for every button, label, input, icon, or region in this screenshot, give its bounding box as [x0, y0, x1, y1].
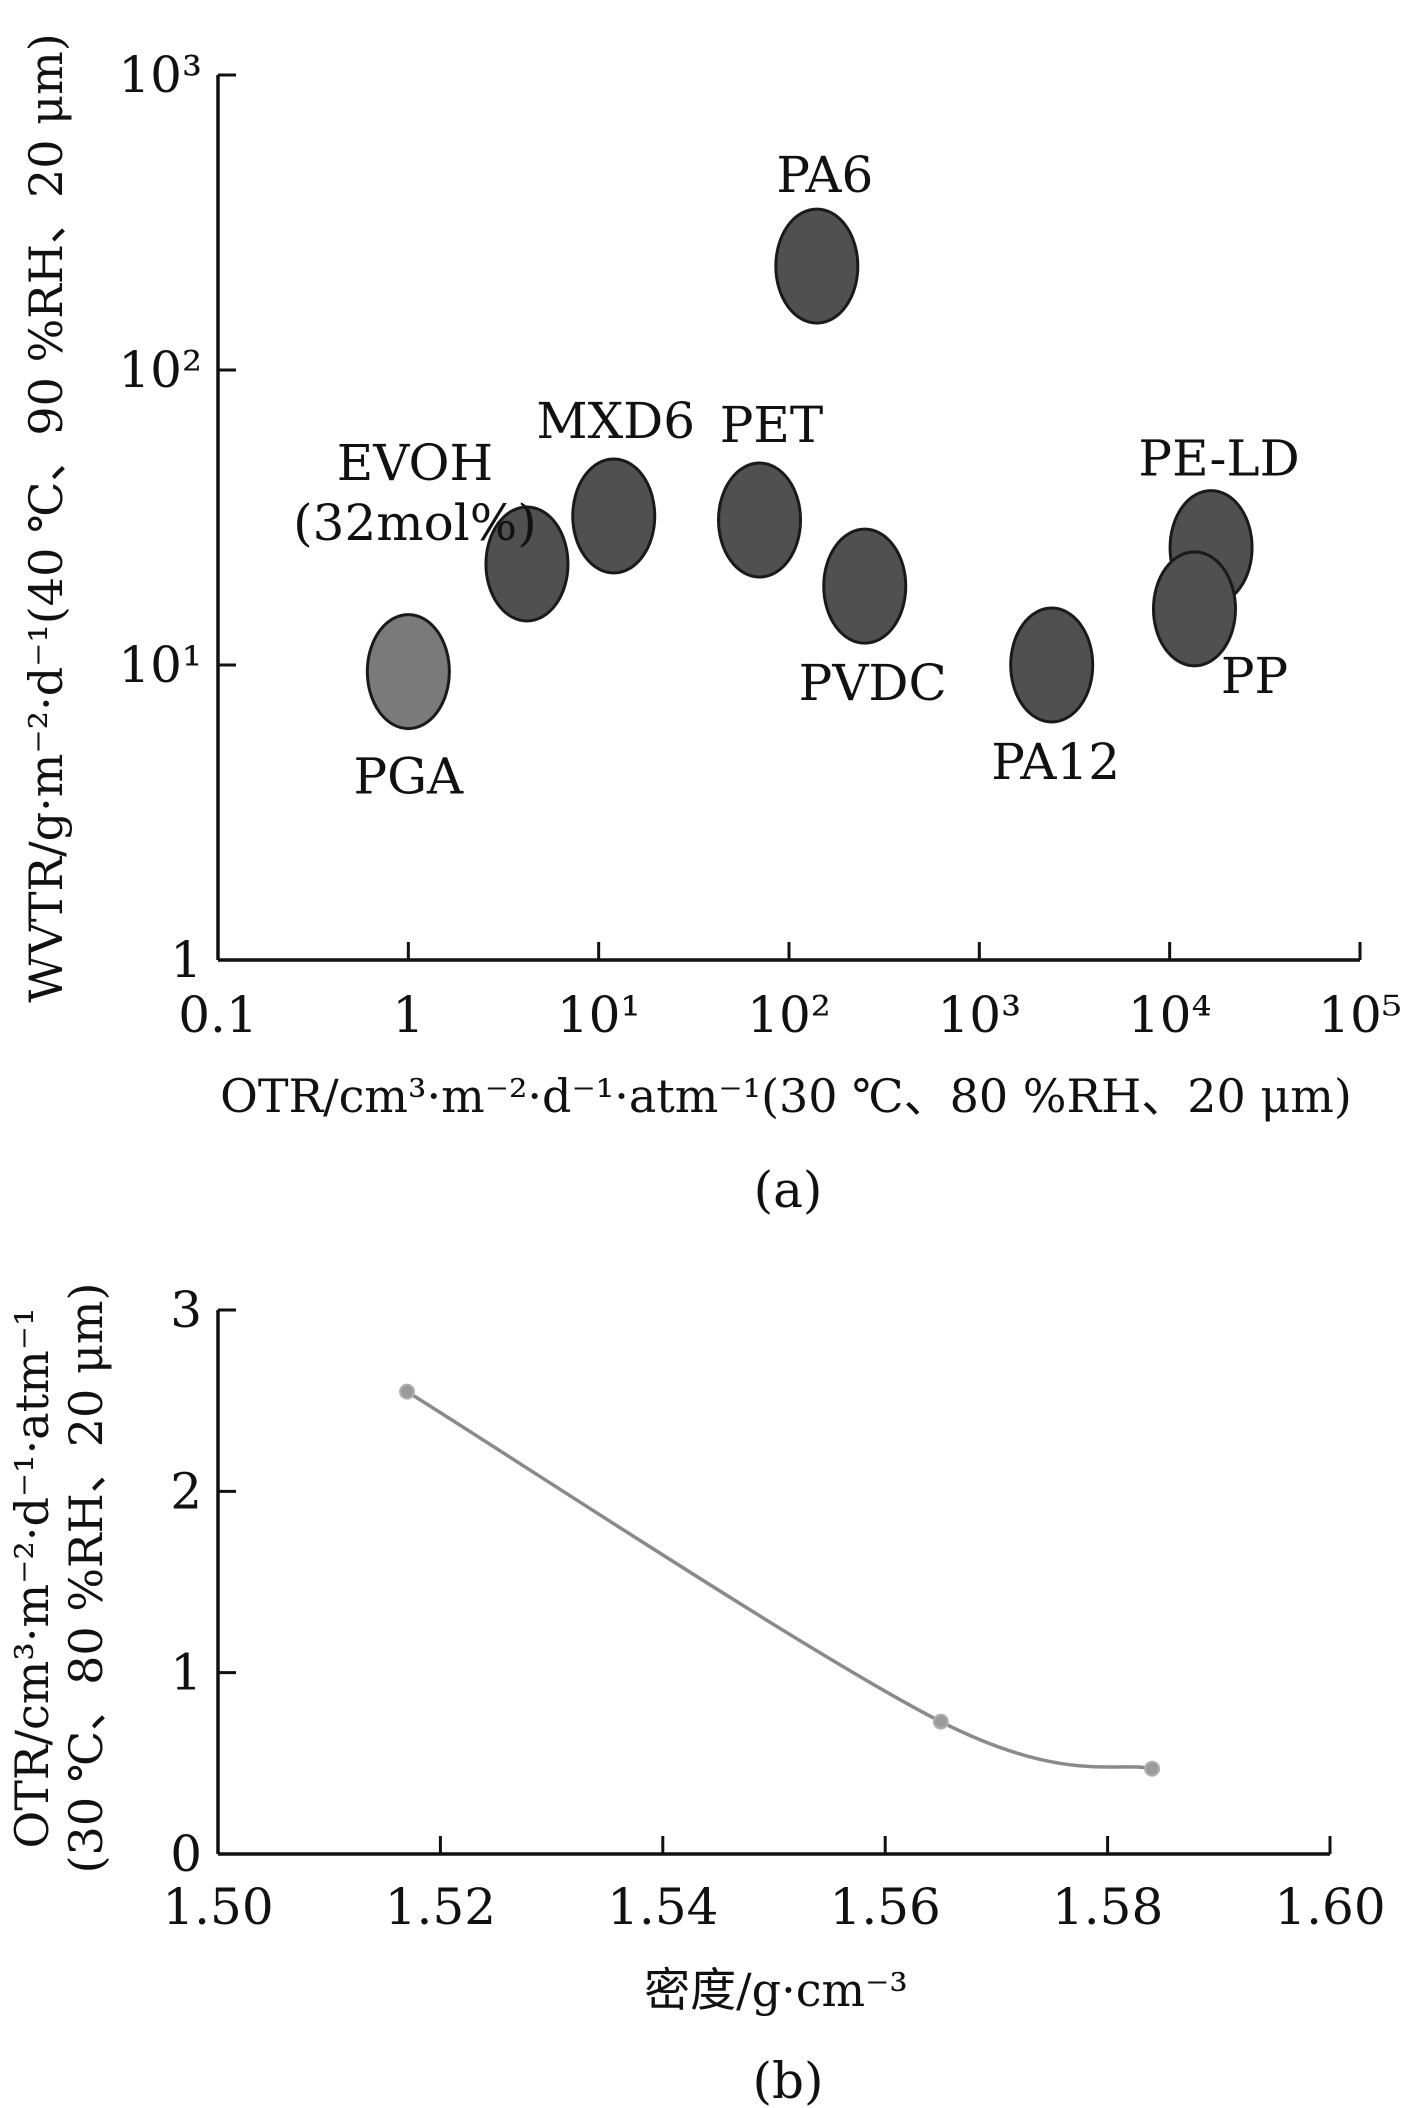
chart-a-x-tick-label: 10⁴	[1128, 986, 1212, 1044]
point-label-evoh-32mol: (32mol%)	[293, 494, 537, 552]
scatter-point-evoh-32mol	[484, 505, 570, 623]
chart-a-x-tick-label: 10²	[747, 986, 831, 1044]
chart-b-y-tick-label: 1	[170, 1644, 202, 1702]
chart-b-y-tick-label: 3	[170, 1281, 202, 1339]
chart-b-y-tick-label: 0	[170, 1825, 202, 1883]
chart-a-y-tick-label: 1	[170, 931, 202, 989]
chart-b-series	[399, 1383, 1161, 1777]
point-label-pa12: PA12	[991, 733, 1120, 791]
scatter-point-pvdc	[822, 527, 908, 645]
chart-b-y-axis-title-line2: (30 ℃、80 %RH、20 μm)	[59, 1283, 113, 1874]
chart-b-x-tick-label: 1.54	[607, 1878, 718, 1936]
scatter-point-pga	[365, 613, 451, 731]
chart-b-y-tick-label: 2	[170, 1462, 202, 1520]
scatter-point-pet	[717, 461, 803, 579]
chart-a-x-tick-label: 10⁵	[1318, 986, 1402, 1044]
point-label-pet: PET	[720, 396, 824, 454]
chart-b-caption: (b)	[752, 2052, 823, 2108]
point-label-pp: PP	[1221, 647, 1288, 705]
chart-b-x-tick-label: 1.58	[1052, 1878, 1163, 1936]
chart-b-x-tick-label: 1.56	[830, 1878, 941, 1936]
chart-b-x-tick-label: 1.52	[385, 1878, 496, 1936]
point-label-pa6: PA6	[776, 146, 873, 204]
scatter-point-pa6	[774, 207, 860, 325]
chart-a-y-axis-title: WVTR/g·m⁻²·d⁻¹(40 ℃、90 %RH、20 μm)	[19, 33, 73, 1002]
point-label-mxd6: MXD6	[536, 392, 695, 450]
chart-a-x-tick-label: 10³	[937, 986, 1021, 1044]
chart-b-y-axis-title-line1: OTR/cm³·m⁻²·d⁻¹·atm⁻¹	[5, 1308, 59, 1849]
scatter-point-mxd6	[571, 457, 657, 575]
chart-a-x-tick-label: 10¹	[557, 986, 641, 1044]
data-point-marker	[932, 1713, 949, 1730]
chart-b-ticks: 1.50 1.52 1.54 1.56 1.58 1.60 0 1 2 3	[162, 1281, 1385, 1936]
series-line	[406, 1390, 1153, 1771]
chart-a-points: PGA EVOH(32mol%) MXD6 PET PA6 PVDC PA12 PE-LD PP	[293, 146, 1300, 805]
point-label-pvdc: PVDC	[799, 654, 947, 712]
chart-a-y-tick-label: 10¹	[118, 636, 202, 694]
point-label-pga: PGA	[353, 748, 464, 806]
chart-b-x-axis-title: 密度/g·cm⁻³	[644, 1963, 908, 2017]
chart-b-x-tick-label: 1.50	[162, 1878, 273, 1936]
scatter-point-pa12	[1009, 606, 1095, 724]
data-point-marker	[399, 1383, 416, 1400]
chart-a-y-tick-label: 10²	[118, 341, 202, 399]
chart-b-axes	[216, 1310, 1330, 1856]
chart-a-x-axis-title: OTR/cm³·m⁻²·d⁻¹·atm⁻¹(30 ℃、80 %RH、20 μm)	[220, 1069, 1352, 1123]
chart-a-x-tick-label: 1	[392, 986, 424, 1044]
chart-a-y-tick-label: 10³	[118, 46, 202, 104]
point-label-pe-ld: PE-LD	[1138, 430, 1299, 488]
point-label-evoh-32mol: EVOH	[337, 434, 493, 492]
chart-b: 1.50 1.52 1.54 1.56 1.58 1.60 0 1 2 3 OTR/cm³·m⁻²…	[5, 1281, 1386, 2108]
chart-a-x-tick-label: 0.1	[178, 986, 258, 1044]
scatter-point-pp	[1151, 550, 1237, 668]
chart-b-x-tick-label: 1.60	[1274, 1878, 1385, 1936]
data-point-marker	[1144, 1760, 1161, 1777]
chart-a-caption: (a)	[754, 1161, 823, 1219]
